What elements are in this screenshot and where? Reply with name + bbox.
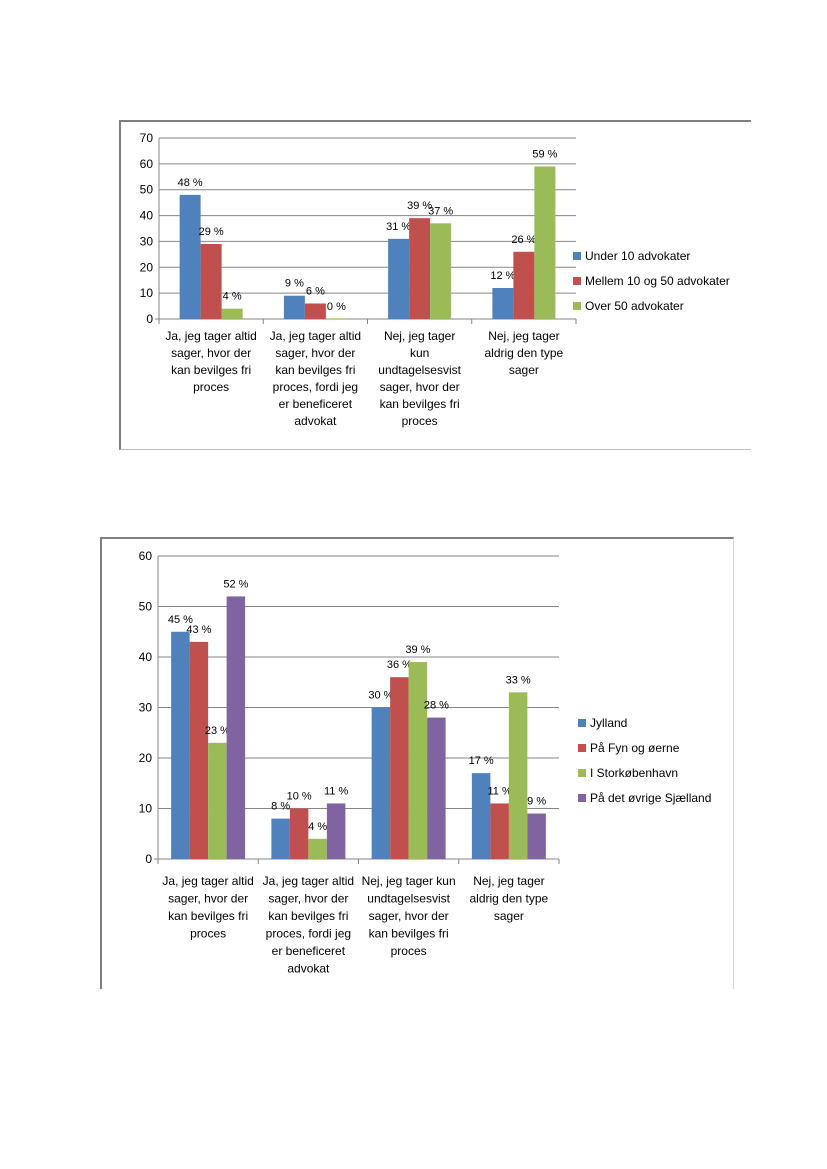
bar bbox=[226, 596, 246, 859]
data-label: 10 % bbox=[287, 791, 312, 803]
bar bbox=[534, 166, 556, 319]
bar bbox=[527, 813, 546, 859]
legend-swatch bbox=[573, 302, 581, 310]
bar bbox=[271, 818, 290, 859]
bar bbox=[388, 238, 410, 319]
legend-entry: I Storkøbenhavn bbox=[590, 766, 678, 780]
chart-1-svg: 0 10 20 30 40 50 60 70 48 % 29 % 4 % Ja, jeg tager … bbox=[140, 131, 730, 428]
data-label: 12 % bbox=[490, 270, 515, 282]
data-label: 8 % bbox=[271, 801, 290, 813]
bar bbox=[471, 773, 491, 859]
bar bbox=[325, 318, 347, 319]
y-tick-label: 60 bbox=[139, 549, 153, 563]
chart-2-frame: 0 10 20 30 40 50 60 45 % 43 % 23 % 52 % Ja, jeg tag… bbox=[100, 537, 734, 989]
data-label: 4 % bbox=[308, 821, 327, 833]
y-tick-label: 0 bbox=[145, 852, 152, 866]
x-category-label: Nej, jeg tager kun undtagelsesvist sager, … bbox=[362, 874, 456, 958]
data-label: 11 % bbox=[324, 785, 348, 797]
legend-entry: Over 50 advokater bbox=[585, 299, 684, 313]
x-category-label: Ja, jeg tager altid sager, hvor der kan be… bbox=[165, 329, 256, 394]
legend-entry: På Fyn og øerne bbox=[590, 741, 680, 755]
data-label: 39 % bbox=[405, 644, 430, 656]
bar bbox=[409, 218, 431, 319]
bar bbox=[513, 251, 535, 319]
data-label: 48 % bbox=[178, 177, 203, 189]
y-tick-label: 30 bbox=[140, 234, 154, 248]
legend-swatch bbox=[578, 769, 586, 777]
legend-entry: Mellem 10 og 50 advokater bbox=[585, 274, 730, 288]
data-label: 9 % bbox=[285, 278, 304, 290]
data-label: 6 % bbox=[306, 285, 325, 297]
legend-swatch bbox=[578, 744, 586, 752]
data-label: 43 % bbox=[186, 624, 211, 636]
y-tick-label: 30 bbox=[139, 701, 153, 715]
y-tick-label: 20 bbox=[139, 751, 153, 765]
data-label: 11 % bbox=[487, 785, 511, 797]
y-tick-label: 10 bbox=[140, 286, 154, 300]
bar bbox=[508, 692, 528, 859]
data-label: 36 % bbox=[387, 659, 412, 671]
bar bbox=[179, 194, 201, 319]
bar bbox=[221, 308, 243, 319]
y-tick-label: 70 bbox=[140, 131, 154, 145]
bar bbox=[208, 742, 227, 859]
x-category-label: Nej, jeg tager aldrig den type sager bbox=[470, 874, 549, 923]
data-label: 31 % bbox=[386, 221, 411, 233]
x-category-label: Nej, jeg tager kun undtagelsesvist sager, h… bbox=[378, 329, 461, 428]
data-label: 9 % bbox=[527, 796, 546, 808]
y-tick-label: 50 bbox=[140, 183, 154, 197]
bar bbox=[390, 677, 409, 859]
chart-1-frame: 0 10 20 30 40 50 60 70 48 % 29 % 4 % Ja, jeg tager … bbox=[119, 120, 751, 450]
data-label: 45 % bbox=[168, 614, 193, 626]
bar bbox=[304, 303, 326, 319]
data-label: 33 % bbox=[506, 674, 531, 686]
y-tick-label: 50 bbox=[139, 600, 153, 614]
y-tick-label: 10 bbox=[139, 802, 153, 816]
bar bbox=[492, 287, 514, 319]
data-label: 4 % bbox=[223, 291, 242, 303]
data-label: 39 % bbox=[407, 200, 432, 212]
data-label: 0 % bbox=[327, 301, 346, 313]
bar bbox=[490, 803, 509, 859]
data-label: 30 % bbox=[368, 690, 393, 702]
data-label: 28 % bbox=[424, 700, 449, 712]
bar bbox=[408, 662, 428, 859]
bar bbox=[326, 803, 346, 859]
chart-2-svg: 0 10 20 30 40 50 60 45 %43 % 23 % 52 % Ja, jeg tag… bbox=[139, 549, 712, 976]
y-tick-label: 40 bbox=[139, 650, 153, 664]
data-label: 52 % bbox=[223, 578, 248, 590]
x-category-label: Ja, jeg tager altid sager, hvor der kan be… bbox=[263, 874, 354, 976]
legend-swatch bbox=[573, 252, 581, 260]
data-label: 23 % bbox=[205, 725, 230, 737]
bar bbox=[371, 707, 391, 859]
legend-swatch bbox=[578, 719, 586, 727]
bar bbox=[283, 295, 305, 319]
bar bbox=[308, 838, 327, 859]
x-category-label: Ja, jeg tager altid sager, hvor der kan be… bbox=[162, 874, 253, 941]
data-label: 26 % bbox=[511, 234, 536, 246]
legend-entry: Under 10 advokater bbox=[585, 249, 690, 263]
data-label: 59 % bbox=[532, 148, 557, 160]
bar bbox=[200, 244, 222, 319]
bar bbox=[171, 631, 190, 859]
y-tick-label: 0 bbox=[146, 312, 153, 326]
bar bbox=[430, 223, 452, 319]
x-category-label: Nej, jeg tager aldrig den type sager bbox=[485, 329, 564, 377]
bar bbox=[427, 717, 446, 859]
data-label: 29 % bbox=[199, 226, 224, 238]
x-category-label: Ja, jeg tager altid sager, hvor der kan be… bbox=[270, 329, 361, 428]
legend-swatch bbox=[573, 277, 581, 285]
legend-entry: På det øvrige Sjælland bbox=[590, 791, 711, 805]
legend-entry: Jylland bbox=[590, 716, 627, 730]
data-label: 37 % bbox=[428, 205, 453, 217]
bar bbox=[189, 641, 209, 859]
y-tick-label: 20 bbox=[140, 260, 154, 274]
data-label: 17 % bbox=[469, 755, 494, 767]
y-tick-label: 40 bbox=[140, 209, 154, 223]
y-tick-label: 60 bbox=[140, 157, 154, 171]
legend-swatch bbox=[578, 794, 586, 802]
bar bbox=[289, 808, 309, 859]
